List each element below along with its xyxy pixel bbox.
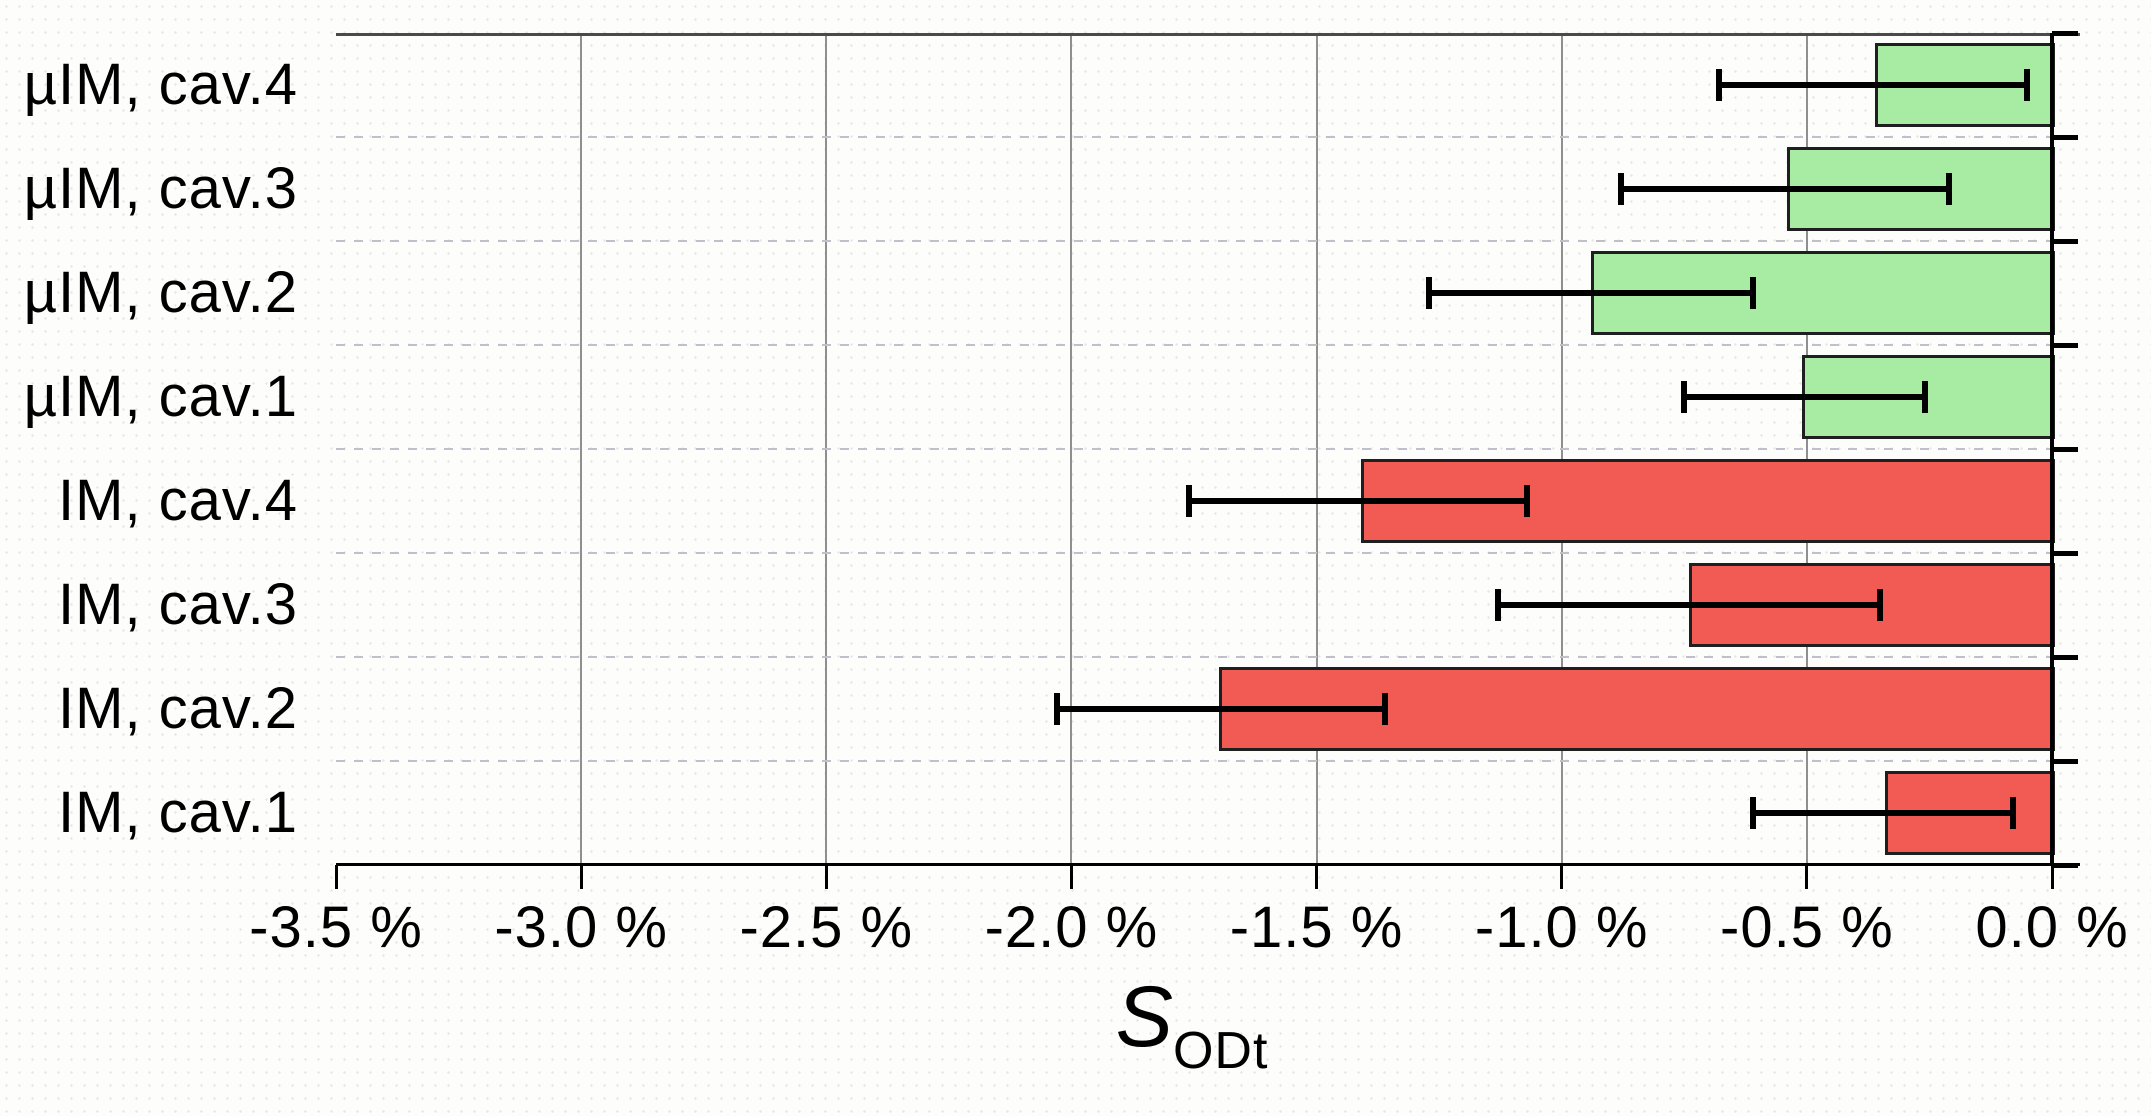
category-separator: [336, 760, 2052, 762]
x-axis-tick: [1069, 865, 1073, 889]
x-axis-tick: [2050, 865, 2054, 889]
error-bar: [1497, 602, 1881, 608]
error-bar-cap-high: [2009, 797, 2016, 829]
category-tick: [2052, 446, 2078, 452]
x-tick-label: -1.0 %: [1474, 895, 1649, 960]
error-bar-cap-low: [1053, 693, 1060, 725]
category-separator: [336, 136, 2052, 138]
x-tick-label: -3.5 %: [249, 895, 423, 960]
x-tick-label: -0.5 %: [1720, 895, 1894, 960]
x-tick-label: -2.5 %: [739, 895, 914, 960]
error-bar-cap-low: [1715, 69, 1722, 101]
category-tick: [2052, 342, 2078, 348]
error-bar-cap-high: [1946, 173, 1953, 205]
error-bar-cap-high: [1749, 277, 1756, 309]
category-tick: [2052, 654, 2078, 660]
x-tick-label: 0.0 %: [1975, 895, 2129, 960]
x-axis-title-symbol: S: [1115, 969, 1173, 1065]
category-separator: [336, 552, 2052, 554]
x-axis-tick: [1560, 865, 1564, 889]
error-bar-cap-low: [1494, 589, 1501, 621]
category-separator: [336, 240, 2052, 242]
error-bar-cap-low: [1681, 381, 1688, 413]
error-bar: [1189, 498, 1528, 504]
x-axis-line: [336, 863, 2080, 866]
x-axis-tick: [824, 865, 828, 889]
category-separator: [336, 448, 2052, 450]
error-bar-cap-high: [1524, 485, 1531, 517]
category-tick: [2052, 238, 2078, 244]
x-axis-tick: [334, 865, 338, 889]
x-tick-label: -3.0 %: [494, 895, 668, 960]
plot-top-spine: [336, 33, 2080, 36]
error-bar-cap-low: [1617, 173, 1624, 205]
error-bar-cap-high: [1921, 381, 1928, 413]
category-separator: [336, 656, 2052, 658]
y-axis-label: µIM, cav.3: [23, 156, 298, 221]
y-axis-label: IM, cav.3: [58, 572, 298, 637]
category-tick: [2052, 134, 2078, 140]
y-axis-label: µIM, cav.2: [23, 260, 298, 325]
y-axis-label: IM, cav.4: [58, 468, 298, 533]
error-bar-cap-low: [1749, 797, 1756, 829]
x-axis-title: SODt: [1116, 968, 1269, 1081]
error-bar: [1056, 706, 1386, 712]
error-bar-cap-low: [1426, 277, 1433, 309]
x-axis-tick: [579, 865, 583, 889]
category-separator: [336, 344, 2052, 346]
error-bar-cap-low: [1186, 485, 1193, 517]
error-bar-cap-high: [1877, 589, 1884, 621]
category-tick: [2052, 30, 2078, 36]
category-tick: [2052, 758, 2078, 764]
error-bar-cap-high: [1382, 693, 1389, 725]
x-tick-label: -1.5 %: [1229, 895, 1404, 960]
x-axis-tick: [1805, 865, 1809, 889]
y-axis-label: IM, cav.1: [58, 780, 298, 845]
error-bar-cap-high: [2024, 69, 2031, 101]
error-bar: [1684, 394, 1925, 400]
x-axis-zero-spine: [2050, 33, 2054, 866]
y-axis-label: µIM, cav.4: [23, 52, 298, 117]
x-axis-tick: [1315, 865, 1319, 889]
x-axis-title-subscript: ODt: [1172, 1022, 1269, 1080]
y-axis-label: IM, cav.2: [58, 676, 298, 741]
category-tick: [2052, 550, 2078, 556]
error-bar: [1718, 82, 2028, 88]
error-bar: [1752, 810, 2013, 816]
error-bar: [1620, 186, 1950, 192]
y-axis-label: µIM, cav.1: [23, 364, 298, 429]
error-bar: [1429, 290, 1753, 296]
x-tick-label: -2.0 %: [984, 895, 1159, 960]
bar-im-cav-4: [1360, 459, 2055, 543]
